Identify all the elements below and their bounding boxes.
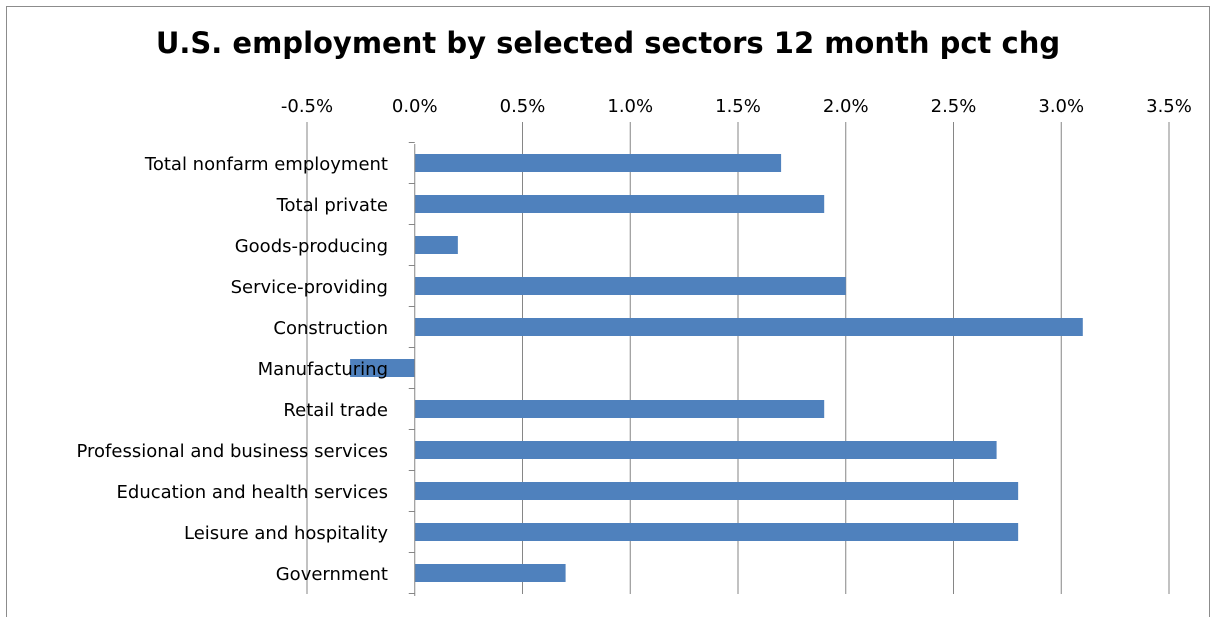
bar: [414, 523, 1019, 541]
category-label: Retail trade: [283, 400, 388, 421]
x-tick-label: 0.0%: [392, 96, 438, 117]
x-tick-label: 1.5%: [715, 96, 761, 117]
category-axis: [408, 142, 416, 596]
category-label: Professional and business services: [76, 441, 388, 462]
category-label: Government: [276, 564, 388, 585]
category-label: Goods-producing: [235, 236, 388, 257]
bar: [414, 564, 566, 582]
category-label: Manufacturing: [258, 359, 388, 380]
category-label: Construction: [273, 318, 388, 339]
category-label: Leisure and hospitality: [184, 523, 388, 544]
x-tick-label: 2.5%: [931, 96, 977, 117]
x-tick-label: 1.0%: [607, 96, 653, 117]
chart-title: U.S. employment by selected sectors 12 m…: [155, 26, 1061, 60]
bar: [414, 195, 825, 213]
bar: [414, 318, 1083, 336]
category-label: Total private: [276, 195, 388, 216]
bar: [414, 482, 1019, 500]
bars: [350, 154, 1083, 582]
category-label: Total nonfarm employment: [144, 154, 388, 175]
x-tick-label: 2.0%: [823, 96, 869, 117]
x-tick-label: 0.5%: [500, 96, 546, 117]
bar: [414, 441, 997, 459]
x-tick-label: 3.0%: [1038, 96, 1084, 117]
category-label: Service-providing: [231, 277, 388, 298]
category-labels: Total nonfarm employment Total private Goo…: [76, 154, 388, 585]
bar: [414, 277, 846, 295]
x-tick-label: -0.5%: [281, 96, 333, 117]
bar: [414, 236, 458, 254]
bar: [350, 359, 415, 377]
value-axis-ticks: -0.5% 0.0% 0.5% 1.0% 1.5% 2.0% 2.5% 3.0% 3.5%: [281, 96, 1192, 117]
chart-frame: [6, 6, 1210, 617]
category-label: Education and health services: [117, 482, 388, 503]
bar: [414, 400, 825, 418]
bar: [414, 154, 782, 172]
x-tick-label: 3.5%: [1146, 96, 1192, 117]
